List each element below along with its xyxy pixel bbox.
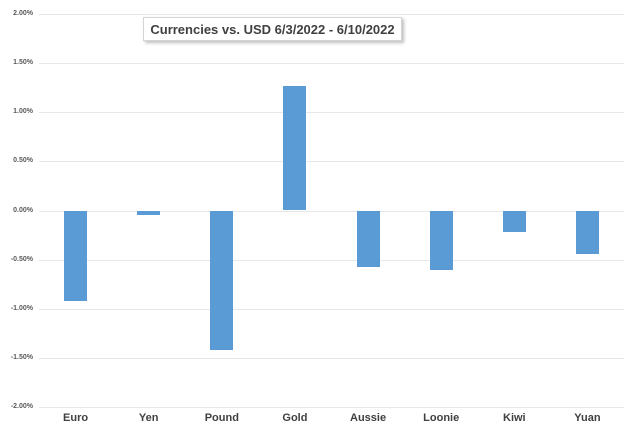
y-tick-label: -0.50% bbox=[10, 255, 33, 263]
y-tick-label: 1.00% bbox=[13, 108, 33, 116]
bar-gold bbox=[283, 85, 307, 211]
x-label-euro: Euro bbox=[63, 412, 89, 424]
bar-aussie bbox=[356, 210, 380, 267]
x-label-aussie: Aussie bbox=[350, 412, 387, 424]
x-label-gold: Gold bbox=[282, 412, 308, 424]
x-label-yen: Yen bbox=[138, 412, 159, 424]
x-axis-labels: Euro Yen Pound Gold Aussie Loonie Kiwi Yuan bbox=[39, 412, 624, 428]
y-gridline bbox=[39, 308, 624, 310]
x-label-kiwi: Kiwi bbox=[503, 412, 526, 424]
bar-yen bbox=[137, 210, 161, 216]
bar-yuan bbox=[575, 210, 599, 254]
x-label-loonie: Loonie bbox=[423, 412, 460, 424]
y-tick-label: 0.50% bbox=[13, 157, 33, 165]
y-tick-label: 2.00% bbox=[13, 10, 33, 17]
zero-gridline bbox=[39, 210, 624, 212]
bar-pound bbox=[210, 210, 234, 350]
x-label-yuan: Yuan bbox=[574, 412, 601, 424]
y-gridline bbox=[39, 14, 624, 15]
y-tick-label: -2.00% bbox=[10, 403, 33, 410]
y-tick-label: 0.00% bbox=[13, 206, 33, 214]
plot-area bbox=[39, 14, 624, 408]
bar-euro bbox=[64, 210, 88, 301]
y-gridline bbox=[39, 112, 624, 114]
y-tick-label: -1.50% bbox=[10, 353, 33, 361]
x-label-pound: Pound bbox=[204, 412, 239, 424]
y-axis-labels: 2.00% 1.50% 1.00% 0.50% 0.00% -0.50% -1.00% -1.… bbox=[0, 10, 35, 410]
y-gridline bbox=[39, 161, 624, 163]
y-gridline bbox=[39, 407, 624, 408]
y-tick-label: 1.50% bbox=[13, 59, 33, 67]
bar-loonie bbox=[429, 210, 453, 271]
chart-title: Currencies vs. USD 6/3/2022 - 6/10/2022 bbox=[143, 17, 402, 41]
bar-kiwi bbox=[502, 210, 526, 233]
y-gridline bbox=[39, 357, 624, 359]
y-gridline bbox=[39, 63, 624, 65]
y-tick-label: -1.00% bbox=[10, 304, 33, 312]
y-gridline bbox=[39, 259, 624, 261]
